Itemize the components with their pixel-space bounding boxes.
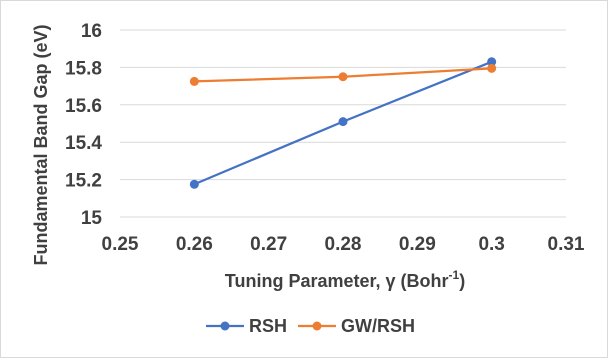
y-tick-label: 15.2 — [65, 171, 102, 192]
x-axis-title-main: Tuning Parameter, γ (Bohr — [225, 271, 449, 291]
data-point-rsh — [338, 117, 348, 127]
y-tick-label: 16 — [81, 21, 102, 42]
legend-label-gw-rsh: GW/RSH — [341, 316, 415, 336]
y-tick-label: 15 — [81, 208, 103, 229]
x-tick-label: 0.3 — [478, 234, 504, 255]
y-tick-label: 15.8 — [65, 58, 102, 79]
legend: RSH GW/RSH — [206, 316, 415, 336]
data-point-rsh — [487, 57, 497, 67]
data-point-gw-rsh — [338, 72, 348, 82]
legend-label-rsh: RSH — [249, 316, 287, 336]
x-tick-label: 0.25 — [102, 234, 139, 255]
y-tick-label: 15.6 — [65, 96, 102, 117]
gridlines — [120, 29, 566, 218]
legend-marker-rsh — [220, 321, 230, 331]
x-tick-label: 0.27 — [250, 234, 287, 255]
y-axis-title: Fundamental Band Gap (eV) — [31, 24, 51, 265]
x-tick-label: 0.26 — [176, 234, 213, 255]
x-tick-label: 0.31 — [548, 234, 585, 255]
data-point-rsh — [189, 179, 199, 189]
series-group — [189, 57, 497, 189]
y-tick-label: 15.4 — [65, 133, 102, 154]
data-point-gw-rsh — [487, 63, 497, 73]
legend-marker-gw-rsh — [312, 321, 322, 331]
x-tick-labels: 0.25 0.26 0.27 0.28 0.29 0.3 0.31 — [102, 234, 585, 255]
x-tick-label: 0.29 — [399, 234, 436, 255]
x-axis-title-superscript: -1 — [449, 268, 460, 282]
y-tick-labels: 15 15.2 15.4 15.6 15.8 16 — [65, 21, 102, 229]
x-tick-label: 0.28 — [325, 234, 362, 255]
data-point-gw-rsh — [189, 76, 199, 86]
x-axis-title: Tuning Parameter, γ (Bohr-1) — [225, 268, 465, 291]
x-axis-title-end: ) — [459, 271, 465, 291]
